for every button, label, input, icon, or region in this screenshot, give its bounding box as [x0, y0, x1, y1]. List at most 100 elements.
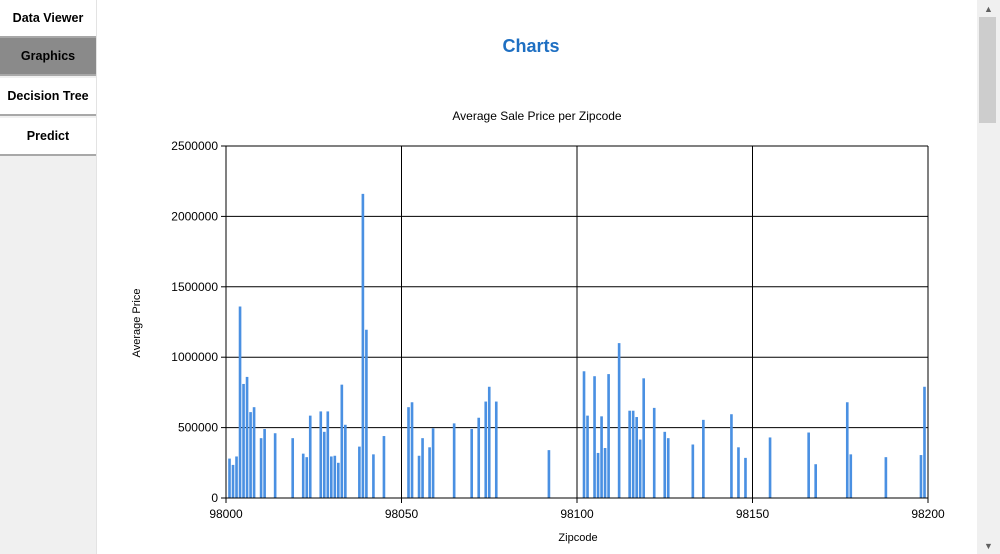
- bar-98148: [744, 457, 747, 498]
- bar-98103: [586, 415, 589, 498]
- bar-98001: [228, 458, 231, 498]
- tick-labels: 0 500000 1000000 1500000 2000000 2500000 98000…: [171, 139, 945, 521]
- x-tick-label: 98000: [209, 507, 243, 521]
- bar-98070: [470, 429, 474, 498]
- y-tick-label: 1500000: [171, 280, 218, 294]
- bar-98059: [431, 428, 435, 498]
- bar-98126: [666, 438, 670, 498]
- bar-98038: [358, 446, 361, 498]
- y-tick-label: 500000: [178, 421, 218, 435]
- bar-98014: [273, 433, 277, 498]
- bar-98119: [642, 378, 646, 498]
- bar-98155: [768, 437, 772, 498]
- scroll-thumb[interactable]: [979, 17, 996, 123]
- bar-98006: [245, 376, 249, 498]
- bar-98030: [329, 456, 333, 498]
- bar-98034: [344, 424, 347, 498]
- bar-98045: [382, 436, 386, 498]
- bar-98117: [635, 417, 638, 498]
- x-tick-label: 98050: [385, 507, 419, 521]
- bar-98005: [242, 383, 245, 498]
- bar-98040: [365, 329, 368, 498]
- x-tick-label: 98150: [736, 507, 770, 521]
- chevron-down-icon[interactable]: ▼: [984, 540, 993, 551]
- bar-98106: [596, 452, 600, 498]
- bar-98008: [252, 407, 256, 498]
- bar-98198: [919, 455, 923, 498]
- bar-98133: [691, 444, 695, 498]
- bar-98168: [814, 464, 817, 498]
- bar-98003: [235, 456, 238, 498]
- bar-98166: [807, 432, 810, 498]
- bar-98122: [652, 407, 656, 498]
- nav-decision-tree-button[interactable]: Decision Tree: [0, 78, 96, 116]
- y-tick-label: 1000000: [171, 350, 218, 364]
- bar-98023: [305, 457, 309, 498]
- bar-98032: [337, 462, 340, 498]
- nav-data-viewer-button[interactable]: Data Viewer: [0, 0, 96, 38]
- bar-98022: [301, 453, 305, 498]
- bar-98039: [361, 193, 365, 498]
- bar-98178: [849, 454, 853, 498]
- bar-98125: [663, 431, 667, 498]
- bar-98004: [238, 306, 242, 498]
- bar-98109: [607, 374, 610, 498]
- bar-98118: [638, 439, 642, 498]
- x-tick-label: 98200: [911, 507, 945, 521]
- bar-98092: [547, 450, 551, 498]
- bar-98077: [494, 401, 498, 498]
- nav-predict-button[interactable]: Predict: [0, 118, 96, 156]
- y-tick-label: 0: [211, 491, 218, 505]
- bar-98199: [923, 386, 926, 498]
- bar-98108: [603, 448, 607, 498]
- bar-98072: [477, 417, 481, 498]
- bar-98019: [291, 438, 295, 498]
- nav-graphics-button[interactable]: Graphics: [0, 38, 96, 76]
- sidebar-nav: Data Viewer Graphics Decision Tree Predi…: [0, 0, 97, 554]
- page-title: Charts: [502, 36, 560, 56]
- grid-lines: [225, 145, 929, 499]
- bar-chart: Average Sale Price per Zipcode Average P…: [131, 109, 945, 544]
- bar-98007: [249, 412, 252, 498]
- bar-98116: [631, 410, 635, 498]
- bar-98053: [410, 402, 414, 498]
- bar-98105: [593, 376, 596, 498]
- bar-98024: [308, 415, 312, 498]
- bar-98115: [628, 410, 631, 498]
- x-axis-label: Zipcode: [558, 532, 597, 544]
- bar-98055: [417, 455, 421, 498]
- y-tick-label: 2500000: [171, 139, 218, 153]
- vertical-scrollbar[interactable]: ▲ ▼: [977, 0, 1000, 554]
- bar-98056: [421, 438, 424, 498]
- bar-98102: [582, 371, 586, 498]
- bar-98144: [730, 414, 733, 498]
- bar-98074: [484, 401, 488, 498]
- chart-title: Average Sale Price per Zipcode: [452, 109, 622, 123]
- bars: [228, 193, 926, 498]
- bar-98033: [340, 384, 344, 498]
- bar-98027: [319, 411, 323, 498]
- bar-98028: [322, 431, 326, 498]
- axes: [221, 145, 929, 503]
- bar-98002: [231, 464, 235, 498]
- x-tick-label: 98100: [560, 507, 594, 521]
- bar-98058: [428, 447, 431, 498]
- bar-98010: [259, 438, 263, 498]
- bar-98146: [737, 447, 740, 498]
- bar-98107: [600, 416, 603, 498]
- chevron-up-icon[interactable]: ▲: [984, 3, 993, 14]
- bar-98052: [407, 407, 410, 498]
- bar-98136: [702, 419, 705, 498]
- bar-98075: [487, 386, 491, 498]
- y-axis-label: Average Price: [131, 289, 143, 358]
- bar-98177: [845, 402, 849, 498]
- bar-98042: [372, 454, 375, 498]
- bar-98031: [333, 455, 337, 498]
- main-panel: Charts Average Sale Price per Zipcode Av…: [97, 0, 977, 554]
- bar-98029: [326, 411, 330, 498]
- bar-98188: [884, 457, 888, 498]
- bar-98065: [452, 423, 456, 498]
- y-tick-label: 2000000: [171, 209, 218, 223]
- bar-98112: [617, 343, 621, 498]
- bar-98011: [263, 429, 266, 498]
